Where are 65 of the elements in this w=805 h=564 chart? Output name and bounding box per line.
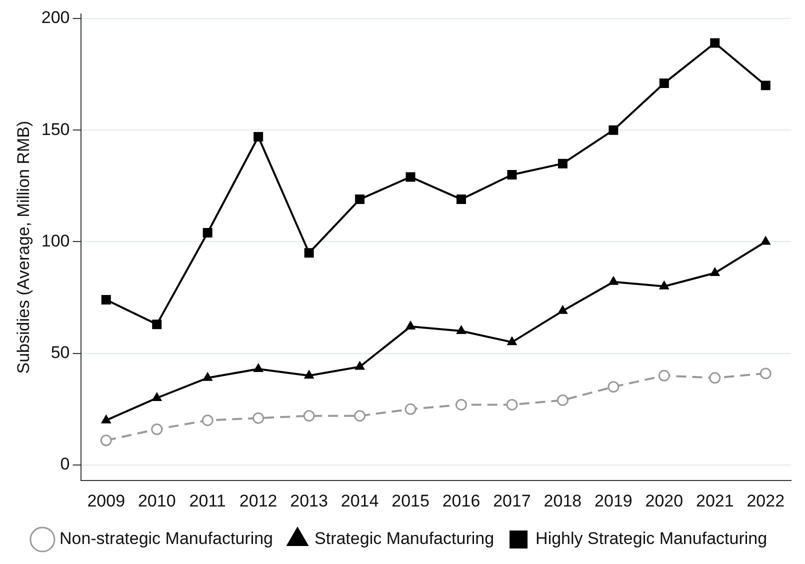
point [456, 326, 466, 334]
x-tick-label: 2017 [493, 491, 531, 510]
point [456, 194, 466, 204]
point [558, 305, 568, 314]
point [253, 363, 264, 372]
legend-label: Non-strategic Manufacturing [59, 529, 274, 548]
point [152, 392, 162, 401]
point [507, 336, 517, 346]
point [100, 434, 112, 446]
y-tick-label: 100 [41, 231, 70, 250]
legend-label: Strategic Manufacturing [314, 529, 494, 548]
point [202, 414, 214, 426]
point [659, 280, 669, 290]
point [354, 410, 366, 422]
point [558, 158, 568, 168]
point [254, 132, 264, 142]
point [355, 194, 365, 204]
x-tick-label: 2013 [290, 491, 328, 510]
point [202, 228, 212, 238]
point [304, 370, 314, 379]
point [152, 320, 162, 330]
x-tick-label: 2019 [594, 491, 632, 510]
point [659, 78, 669, 88]
point [406, 321, 416, 330]
x-tick-label: 2018 [544, 491, 582, 510]
point [760, 236, 770, 245]
point [202, 372, 212, 381]
legend-label: Highly Strategic Manufacturing [536, 529, 768, 548]
x-tick-label: 2015 [392, 491, 430, 510]
point [303, 410, 315, 422]
point [151, 424, 163, 435]
point [101, 414, 111, 424]
point [710, 267, 720, 276]
point [456, 398, 467, 410]
point [760, 80, 770, 90]
point [252, 412, 264, 424]
point [760, 368, 772, 380]
y-tick-label: 150 [41, 120, 70, 139]
point [354, 361, 365, 370]
point [406, 172, 416, 182]
point [710, 38, 720, 48]
point [608, 276, 618, 285]
x-tick-label: 2014 [340, 491, 379, 510]
point [556, 394, 568, 406]
x-tick-label: 2010 [138, 491, 176, 510]
x-tick-label: 2012 [239, 491, 278, 510]
y-tick-label: 200 [41, 8, 70, 28]
x-tick-label: 2020 [645, 491, 684, 510]
x-tick-label: 2011 [189, 491, 226, 510]
point [709, 372, 721, 384]
x-tick-label: 2016 [442, 491, 480, 510]
y-tick-label: 50 [50, 343, 70, 362]
x-tick-label: 2022 [746, 491, 785, 510]
x-tick-label: 2021 [696, 491, 734, 510]
point [101, 295, 111, 305]
point [608, 125, 618, 135]
point [304, 248, 314, 258]
point [506, 398, 518, 410]
x-tick-label: 2009 [87, 491, 126, 510]
y-axis-title: Subsidies (Average, Million RMB) [14, 120, 33, 374]
point [608, 381, 620, 393]
point [658, 370, 670, 382]
y-tick-label: 0 [60, 454, 70, 474]
point [507, 170, 517, 180]
point [404, 403, 416, 415]
